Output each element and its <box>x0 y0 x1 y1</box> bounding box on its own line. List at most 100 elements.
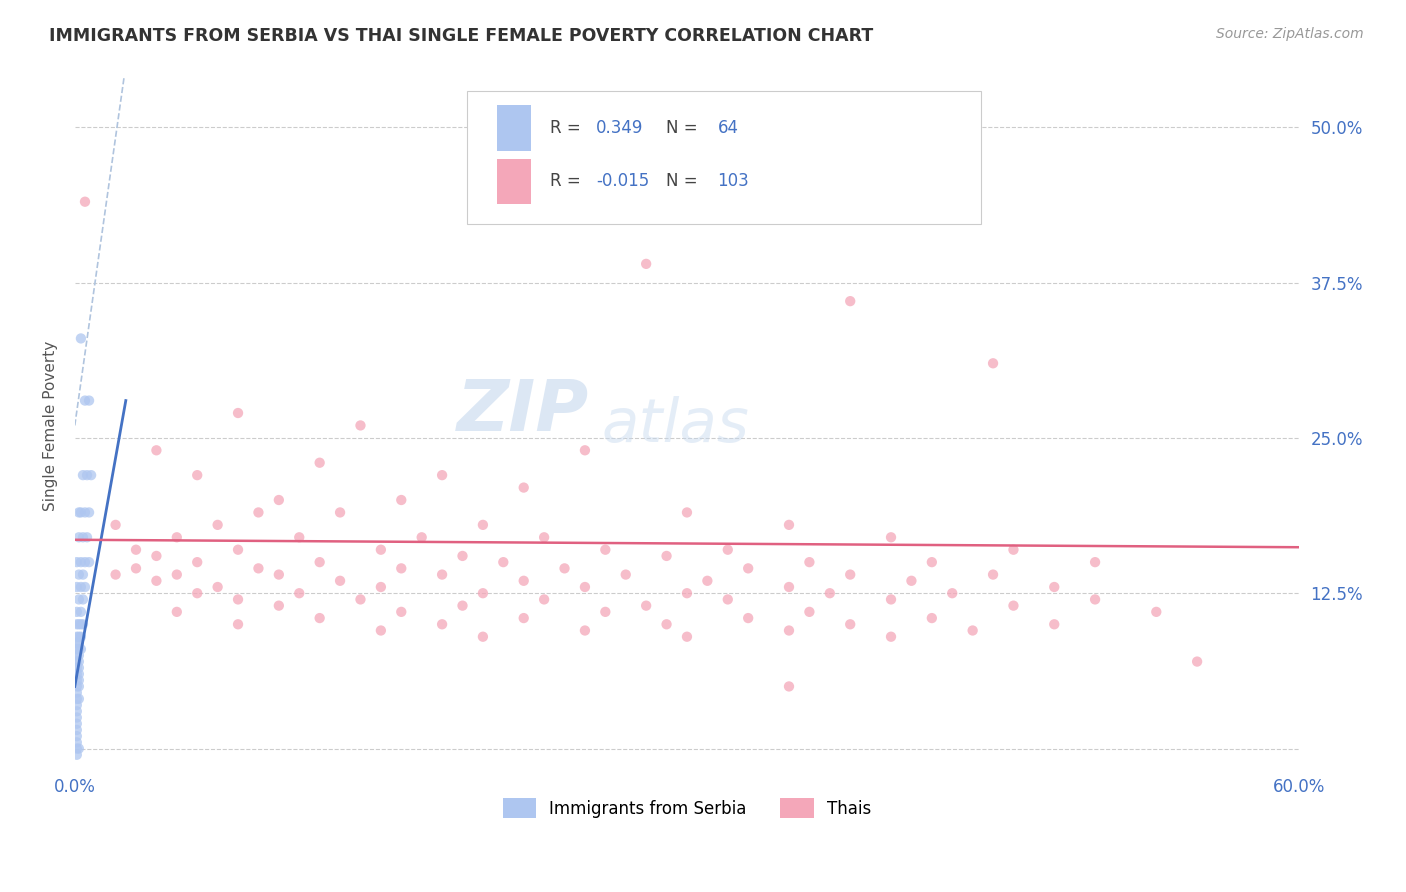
Point <box>471 586 494 600</box>
Point <box>67 648 90 663</box>
FancyBboxPatch shape <box>467 91 981 224</box>
Point <box>717 542 740 557</box>
Point <box>70 555 93 569</box>
Point <box>799 605 821 619</box>
Point <box>77 393 100 408</box>
Point <box>880 630 903 644</box>
Point <box>1002 599 1025 613</box>
Point <box>104 517 127 532</box>
Point <box>512 481 534 495</box>
Text: IMMIGRANTS FROM SERBIA VS THAI SINGLE FEMALE POVERTY CORRELATION CHART: IMMIGRANTS FROM SERBIA VS THAI SINGLE FE… <box>49 27 873 45</box>
Text: ZIP: ZIP <box>457 377 589 446</box>
Point <box>1002 542 1025 557</box>
Point <box>125 542 148 557</box>
Text: R =: R = <box>550 172 586 191</box>
Point <box>778 580 800 594</box>
Point <box>1329 393 1351 408</box>
Point <box>1084 555 1107 569</box>
Point <box>166 567 188 582</box>
Point <box>67 617 90 632</box>
Point <box>981 356 1004 370</box>
Point <box>288 586 311 600</box>
Point <box>66 680 89 694</box>
Point <box>247 505 270 519</box>
Point <box>1043 617 1066 632</box>
Point <box>67 741 90 756</box>
Point <box>574 624 596 638</box>
Point <box>66 642 89 657</box>
Point <box>66 691 89 706</box>
Point <box>921 555 943 569</box>
Point <box>67 630 90 644</box>
Point <box>186 468 208 483</box>
Point <box>962 624 984 638</box>
Point <box>574 443 596 458</box>
Point <box>778 680 800 694</box>
Point <box>76 530 98 544</box>
Point <box>900 574 922 588</box>
Point <box>66 617 89 632</box>
Text: 103: 103 <box>717 172 749 191</box>
Point <box>492 555 515 569</box>
Point <box>696 574 718 588</box>
Point <box>636 599 658 613</box>
Point <box>125 561 148 575</box>
Point <box>104 567 127 582</box>
Point <box>471 630 494 644</box>
Point <box>676 586 699 600</box>
Point <box>329 505 352 519</box>
Point <box>67 661 90 675</box>
Text: N =: N = <box>666 119 703 136</box>
Point <box>72 530 94 544</box>
Point <box>574 580 596 594</box>
Point <box>186 555 208 569</box>
FancyBboxPatch shape <box>498 159 531 204</box>
Point <box>595 605 617 619</box>
Point <box>66 648 89 663</box>
Point <box>226 617 249 632</box>
Point <box>308 611 330 625</box>
Point <box>73 580 96 594</box>
Text: atlas: atlas <box>602 396 749 455</box>
Point <box>70 331 93 345</box>
Point <box>145 574 167 588</box>
Point <box>554 561 576 575</box>
Point <box>370 542 392 557</box>
Point <box>533 530 555 544</box>
Legend: Immigrants from Serbia, Thais: Immigrants from Serbia, Thais <box>496 792 877 824</box>
Point <box>451 549 474 563</box>
Point <box>737 561 759 575</box>
Point <box>70 630 93 644</box>
Point <box>1185 655 1208 669</box>
Point <box>66 704 89 718</box>
Point <box>73 194 96 209</box>
Point <box>595 542 617 557</box>
Text: N =: N = <box>666 172 703 191</box>
Point <box>70 605 93 619</box>
Point <box>636 257 658 271</box>
Point <box>226 592 249 607</box>
Point <box>308 555 330 569</box>
Point <box>145 549 167 563</box>
Point <box>1144 605 1167 619</box>
Point <box>389 493 412 508</box>
Point <box>1084 592 1107 607</box>
Point <box>72 468 94 483</box>
Point <box>66 636 89 650</box>
Text: 64: 64 <box>717 119 738 136</box>
Point <box>655 617 678 632</box>
Point <box>389 605 412 619</box>
Point <box>67 642 90 657</box>
Point <box>73 505 96 519</box>
Point <box>676 505 699 519</box>
Point <box>66 735 89 749</box>
Point <box>512 611 534 625</box>
Point <box>1043 580 1066 594</box>
Point <box>67 680 90 694</box>
Point <box>66 716 89 731</box>
Point <box>73 393 96 408</box>
Point <box>717 592 740 607</box>
Point <box>308 456 330 470</box>
Text: 0.349: 0.349 <box>596 119 644 136</box>
Point <box>66 747 89 762</box>
